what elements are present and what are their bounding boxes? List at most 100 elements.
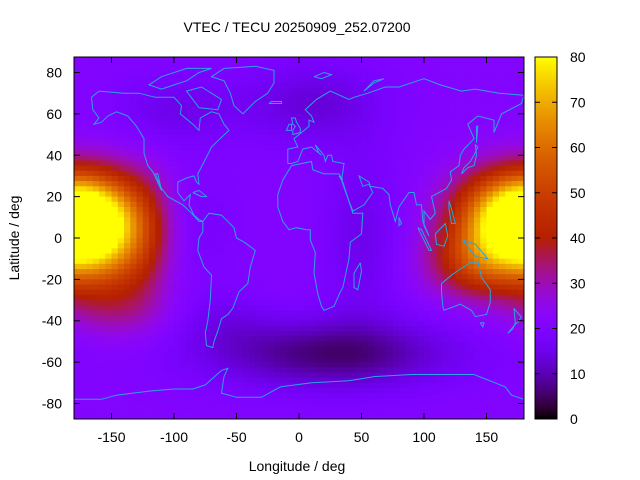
heatmap-cell	[455, 98, 463, 105]
heatmap-cell	[517, 336, 524, 343]
heatmap-cell	[217, 181, 225, 187]
heatmap-cell	[130, 93, 138, 99]
heatmap-cell	[480, 253, 488, 260]
heatmap-cell	[167, 362, 175, 368]
heatmap-cell	[336, 305, 344, 311]
heatmap-cell	[355, 356, 363, 363]
heatmap-cell	[92, 367, 100, 374]
heatmap-cell	[74, 227, 81, 234]
heatmap-cell	[380, 181, 388, 187]
heatmap-cell	[267, 253, 275, 260]
heatmap-cell	[155, 139, 163, 146]
heatmap-cell	[311, 341, 319, 348]
heatmap-cell	[180, 263, 188, 270]
heatmap-cell	[430, 191, 438, 198]
heatmap-cell	[305, 212, 313, 218]
heatmap-cell	[467, 165, 475, 172]
heatmap-cell	[167, 413, 175, 419]
heatmap-cell	[74, 284, 81, 291]
heatmap-cell	[280, 150, 288, 156]
heatmap-cell	[330, 315, 338, 322]
heatmap-cell	[380, 201, 388, 208]
heatmap-cell	[336, 232, 344, 239]
heatmap-cell	[149, 181, 156, 187]
heatmap-cell	[461, 248, 469, 255]
heatmap-cell	[280, 253, 288, 260]
heatmap-cell	[436, 222, 444, 229]
heatmap-cell	[399, 93, 406, 99]
heatmap-cell	[499, 346, 506, 353]
heatmap-cell	[349, 155, 356, 162]
heatmap-cell	[130, 160, 138, 167]
heatmap-cell	[317, 331, 325, 337]
heatmap-cell	[130, 258, 138, 265]
heatmap-cell	[217, 206, 225, 213]
heatmap-cell	[224, 382, 231, 389]
heatmap-cell	[380, 310, 388, 317]
heatmap-cell	[274, 320, 281, 327]
heatmap-cell	[374, 284, 381, 291]
heatmap-cell	[411, 274, 419, 280]
heatmap-cell	[205, 398, 213, 405]
heatmap-cell	[317, 294, 325, 301]
heatmap-cell	[205, 243, 213, 249]
heatmap-cell	[449, 248, 456, 255]
heatmap-cell	[249, 201, 256, 208]
heatmap-cell	[130, 144, 138, 151]
heatmap-cell	[124, 289, 131, 296]
heatmap-cell	[149, 134, 156, 141]
heatmap-cell	[405, 315, 413, 322]
heatmap-cell	[224, 67, 231, 74]
heatmap-cell	[180, 181, 188, 187]
heatmap-cell	[142, 263, 150, 270]
heatmap-cell	[130, 82, 138, 89]
heatmap-cell	[174, 305, 181, 311]
heatmap-cell	[449, 113, 456, 120]
heatmap-cell	[436, 258, 444, 265]
heatmap-cell	[386, 124, 394, 130]
heatmap-cell	[467, 346, 475, 353]
heatmap-cell	[242, 181, 250, 187]
heatmap-cell	[261, 212, 269, 218]
heatmap-cell	[224, 134, 231, 141]
heatmap-cell	[349, 367, 356, 374]
heatmap-cell	[436, 170, 444, 177]
heatmap-cell	[411, 382, 419, 389]
heatmap-cell	[467, 398, 475, 405]
heatmap-cell	[374, 222, 381, 229]
heatmap-cell	[292, 294, 300, 301]
heatmap-cell	[305, 310, 313, 317]
heatmap-cell	[142, 377, 150, 384]
heatmap-cell	[236, 393, 244, 399]
heatmap-cell	[192, 206, 200, 213]
heatmap-cell	[342, 294, 350, 301]
heatmap-cell	[430, 351, 438, 358]
heatmap-cell	[286, 408, 294, 415]
heatmap-cell	[399, 289, 406, 296]
heatmap-cell	[480, 98, 488, 105]
heatmap-cell	[155, 367, 163, 374]
heatmap-cell	[411, 325, 419, 332]
heatmap-cell	[267, 113, 275, 120]
heatmap-cell	[499, 160, 506, 167]
heatmap-cell	[311, 289, 319, 296]
heatmap-cell	[374, 88, 381, 94]
heatmap-cell	[255, 232, 263, 239]
heatmap-cell	[180, 196, 188, 203]
heatmap-cell	[211, 196, 219, 203]
heatmap-cell	[199, 377, 206, 384]
heatmap-cell	[505, 294, 513, 301]
heatmap-cell	[286, 274, 294, 280]
heatmap-cell	[192, 377, 200, 384]
heatmap-cell	[511, 269, 519, 275]
heatmap-cell	[211, 67, 219, 74]
heatmap-cell	[474, 382, 481, 389]
heatmap-cell	[136, 305, 144, 311]
heatmap-cell	[174, 382, 181, 389]
heatmap-cell	[174, 93, 181, 99]
heatmap-cell	[249, 119, 256, 125]
heatmap-cell	[86, 274, 94, 280]
heatmap-cell	[99, 413, 106, 419]
heatmap-cell	[392, 403, 400, 410]
heatmap-cell	[74, 300, 81, 306]
